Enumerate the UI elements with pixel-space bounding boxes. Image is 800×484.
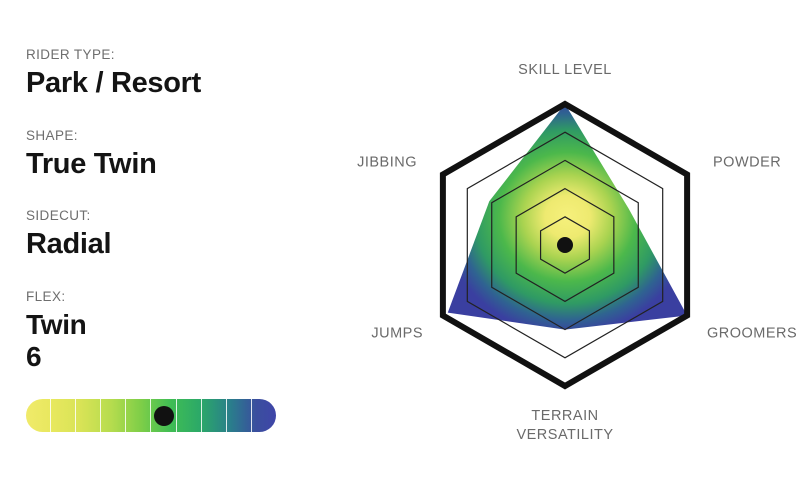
radar-label-jumps: JUMPS xyxy=(371,326,423,342)
spec-flex-type: Twin xyxy=(26,308,87,340)
radar-chart: SKILL LEVEL POWDER GROOMERS TERRAIN VERS… xyxy=(350,0,800,484)
spec-flex: FLEX: Twin 6 xyxy=(26,288,326,374)
spec-rider-type-label: RIDER TYPE: xyxy=(26,47,115,62)
radar-label-terrain-versatility-line1: TERRAIN xyxy=(531,408,598,424)
radar-ring-1 xyxy=(539,216,591,274)
spec-shape-value: True Twin xyxy=(26,147,157,180)
spec-shape-label: SHAPE: xyxy=(26,127,78,143)
spec-rider-type-value: Park / Resort xyxy=(26,67,202,100)
spec-flex-label: FLEX: xyxy=(26,288,66,304)
radar-ring-4 xyxy=(466,131,664,359)
flex-tick xyxy=(101,399,127,432)
flex-tick xyxy=(151,399,177,432)
radar-ring-2 xyxy=(515,187,615,303)
flex-tick xyxy=(177,399,202,432)
flex-slider-marker[interactable] xyxy=(153,405,174,426)
radar-label-skill-level: SKILL LEVEL xyxy=(518,62,612,78)
radar-chart-svg: SKILL LEVEL POWDER GROOMERS TERRAIN VERS… xyxy=(357,62,797,443)
spec-shape: SHAPE: True Twin xyxy=(26,127,326,182)
radar-label-groomers: GROOMERS xyxy=(707,326,797,342)
flex-tick xyxy=(76,399,102,432)
radar-label-powder: POWDER xyxy=(713,155,781,171)
radar-label-jibbing: JIBBING xyxy=(357,155,417,171)
radar-grid-rings-overlay xyxy=(439,100,691,390)
radar-center-dot xyxy=(557,237,573,253)
spec-sidecut-value: Radial xyxy=(26,228,112,261)
spec-panel: RIDER TYPE: Park / Resort SHAPE: True Tw… xyxy=(26,46,326,373)
spec-sidecut-label: SIDECUT: xyxy=(26,208,91,224)
radar-label-terrain-versatility-line2: VERSATILITY xyxy=(516,427,613,443)
spec-rider-type: RIDER TYPE: Park / Resort xyxy=(26,46,326,101)
spec-flex-rating: 6 xyxy=(26,341,42,373)
flex-slider-ticks xyxy=(26,399,276,432)
radar-ring-3 xyxy=(491,159,639,331)
flex-tick xyxy=(227,399,252,432)
radar-outer-ring xyxy=(439,100,691,390)
flex-tick xyxy=(26,399,52,432)
flex-tick xyxy=(126,399,152,432)
flex-tick xyxy=(252,399,276,432)
flex-slider[interactable] xyxy=(26,399,276,432)
spec-sidecut: SIDECUT: Radial xyxy=(26,207,326,262)
radar-data-area xyxy=(447,104,688,330)
flex-tick xyxy=(51,399,77,432)
flex-tick xyxy=(202,399,227,432)
